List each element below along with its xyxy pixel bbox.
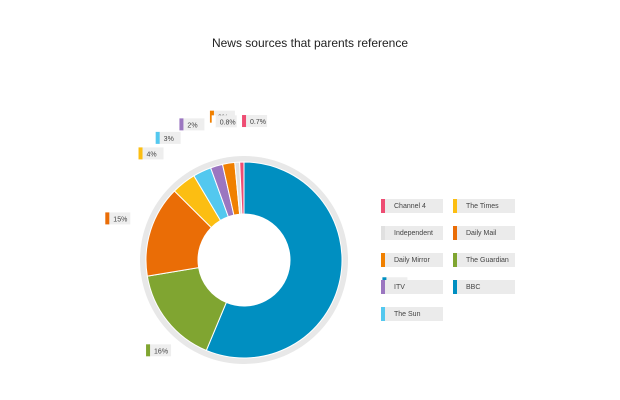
donut-hole [198,214,290,306]
slice-label-bg [108,212,131,225]
legend-label: Independent [394,229,433,237]
legend-item-daily-mail[interactable]: Daily Mail [453,226,515,240]
slice-label-bg [158,131,181,144]
slice-label-marker [211,115,216,128]
slice-label-marker [155,131,160,144]
slice-label-the-guardian: 16% [154,348,168,355]
legend-item-bbc[interactable]: BBC [453,280,515,294]
slice-label-marker [242,115,247,128]
slice-label-bg [182,118,205,131]
legend-swatch [381,199,385,213]
legend-item-channel-4[interactable]: Channel 4 [381,199,443,213]
slice-label-itv: 2% [187,122,197,129]
legend-label: Daily Mirror [394,256,430,264]
legend-item-the-guardian[interactable]: The Guardian [453,253,515,267]
legend-item-the-times[interactable]: The Times [453,199,515,213]
slice-label-independent: 0.8% [220,119,236,126]
legend-label: Channel 4 [394,202,426,210]
legend-label: Daily Mail [466,229,497,237]
slice-label-bg [149,344,172,357]
slice-label-the-sun: 3% [164,136,174,143]
legend-label: The Sun [394,310,421,318]
legend-swatch [453,280,457,294]
slice-label-bg [245,115,268,128]
slice-label-daily-mail: 15% [113,216,127,223]
slice-label-marker [105,212,110,225]
legend-swatch [453,253,457,267]
slice-label-the-times: 4% [147,151,157,158]
legend-swatch [381,226,385,240]
slice-label-bg [141,147,164,160]
legend-label: ITV [394,283,405,291]
legend-label: BBC [466,283,481,291]
legend-swatch [381,307,385,321]
legend-swatch [453,199,457,213]
legend-label: The Guardian [466,256,509,264]
slice-label-marker [138,147,143,160]
legend-item-the-sun[interactable]: The Sun [381,307,443,321]
slice-label-bg [214,115,237,128]
legend-swatch [381,280,385,294]
legend-swatch [381,253,385,267]
legend-swatch [453,226,457,240]
legend-item-itv[interactable]: ITV [381,280,443,294]
slice-label-channel-4: 0.7% [250,119,266,126]
chart-title: News sources that parents reference [211,36,409,50]
slice-label-marker [146,344,151,357]
legend-item-independent[interactable]: Independent [381,226,443,240]
slice-label-marker [179,118,184,131]
legend-label: The Times [466,202,499,210]
legend-item-daily-mirror[interactable]: Daily Mirror [381,253,443,267]
